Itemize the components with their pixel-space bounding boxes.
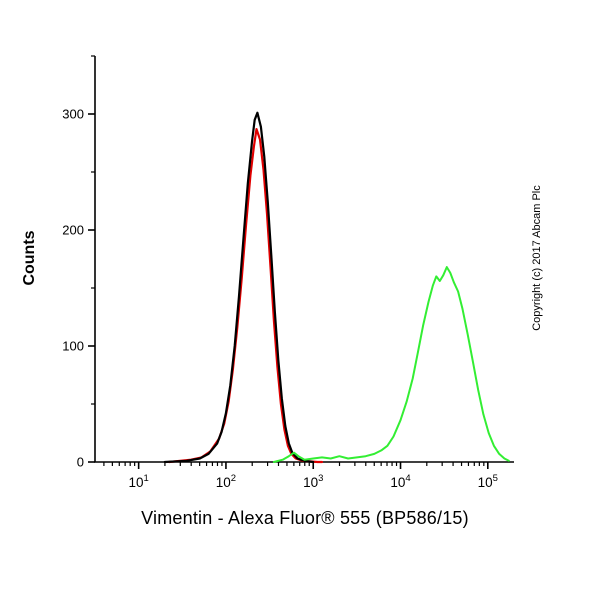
- x-tick-label: 104: [390, 473, 410, 490]
- y-tick-label: 300: [62, 107, 84, 122]
- series-control-black: [163, 111, 315, 464]
- series-secondary-red: [168, 128, 324, 464]
- axes: [88, 55, 514, 469]
- y-tick-label: 100: [62, 339, 84, 354]
- x-tick-label: 101: [128, 473, 148, 490]
- x-tick-label: 102: [216, 473, 236, 490]
- chart-title: Vimentin - Alexa Fluor® 555 (BP586/15): [141, 508, 469, 528]
- y-tick-label: 0: [77, 455, 84, 470]
- x-tick-label: 103: [303, 473, 323, 490]
- y-tick-label: 200: [62, 223, 84, 238]
- x-tick-label: 105: [478, 473, 498, 490]
- series-vimentin-green: [272, 266, 510, 463]
- copyright-text: Copyright (c) 2017 Abcam Plc: [531, 185, 543, 331]
- y-axis-title: Counts: [21, 230, 38, 286]
